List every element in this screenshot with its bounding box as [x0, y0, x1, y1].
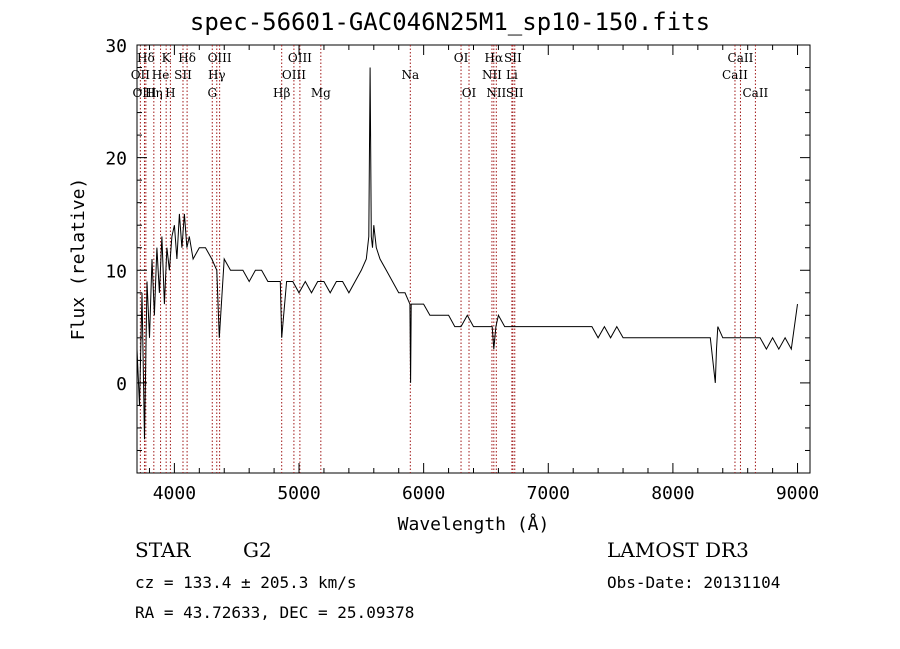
x-tick-label: 6000 — [402, 483, 445, 504]
x-tick-label: 4000 — [153, 483, 196, 504]
spectral-line-label: OIII — [288, 51, 312, 65]
spectral-line-label: CaII — [728, 51, 754, 65]
spectral-line-label: Li — [506, 68, 518, 82]
spectral-line-label: G — [207, 86, 217, 100]
plot-frame — [136, 44, 811, 474]
spectral-line-label: NII — [482, 68, 502, 82]
y-axis-label: Flux (relative) — [68, 178, 89, 341]
spectral-line-label: Hβ — [273, 86, 290, 100]
spectral-line-label: OIII — [208, 51, 232, 65]
spectral-line-label: He — [152, 68, 170, 82]
spectrum-line — [136, 67, 798, 440]
y-tick-label: 30 — [105, 36, 127, 57]
spectral-line-label: OIII — [132, 86, 156, 100]
chart-title: spec-56601-GAC046N25M1_sp10-150.fits — [189, 8, 711, 36]
y-tick-label: 0 — [116, 374, 127, 395]
redshift-cz: cz = 133.4 ± 205.3 km/s — [135, 573, 357, 592]
spectral-line-label: SII — [174, 68, 192, 82]
spectral-line-label: Mg — [311, 86, 331, 100]
spectral-line-label: OI — [454, 51, 469, 65]
spectral-line-label: Hδ — [178, 51, 196, 65]
obs-date: Obs-Date: 20131104 — [607, 573, 781, 592]
spectral-line-label: NII — [486, 86, 506, 100]
spectral-line-label: SII — [504, 51, 522, 65]
object-class: STAR — [135, 538, 191, 562]
x-tick-label: 9000 — [776, 483, 819, 504]
spectral-line-label: Na — [401, 68, 419, 82]
spectral-line-label: CaII — [722, 68, 748, 82]
spectral-line-label: H — [165, 86, 175, 100]
x-axis-label: Wavelength (Å) — [398, 513, 550, 535]
spectral-line-label: K — [162, 51, 172, 65]
y-tick-label: 20 — [105, 149, 127, 170]
spectral-line-label: Hα — [485, 51, 504, 65]
y-tick-label: 10 — [105, 261, 127, 282]
spectral-line-label: OIII — [282, 68, 306, 82]
x-tick-label: 5000 — [277, 483, 320, 504]
spectral-line-label: CaII — [742, 86, 768, 100]
spectral-line-label: OII — [131, 68, 151, 82]
x-tick-label: 7000 — [527, 483, 570, 504]
survey-name: LAMOST DR3 — [607, 538, 749, 562]
x-tick-label: 8000 — [651, 483, 694, 504]
spectral-line-label: Hη — [145, 86, 163, 100]
spectral-line-label: SII — [506, 86, 524, 100]
spectral-line-label: Hδ — [137, 51, 155, 65]
object-subclass: G2 — [243, 538, 272, 562]
spectral-line-label: OI — [462, 86, 477, 100]
spectral-line-label: Hγ — [208, 68, 226, 82]
ra-dec: RA = 43.72633, DEC = 25.09378 — [135, 603, 415, 622]
